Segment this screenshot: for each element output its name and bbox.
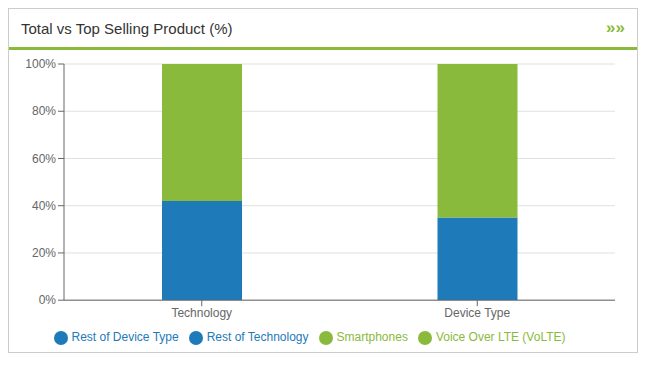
svg-text:40%: 40% bbox=[32, 199, 56, 213]
svg-text:60%: 60% bbox=[32, 152, 56, 166]
svg-text:Technology: Technology bbox=[171, 306, 232, 320]
html-text:Voice Over LTE (VoLTE): Voice Over LTE (VoLTE) bbox=[435, 330, 566, 345]
html-text:Rest of Technology: Rest of Technology bbox=[206, 330, 309, 345]
svg-text:100%: 100% bbox=[25, 57, 56, 71]
html-text:Rest of Device Type: Rest of Device Type bbox=[71, 330, 179, 345]
svg-text:0%: 0% bbox=[39, 293, 57, 307]
html-text:Total vs Top Selling Product (: Total vs Top Selling Product (%) bbox=[21, 19, 233, 37]
html-text:Smartphones: Smartphones bbox=[336, 330, 408, 345]
svg-text:20%: 20% bbox=[32, 246, 56, 260]
svg-text:Device Type: Device Type bbox=[444, 306, 510, 320]
svg-text:80%: 80% bbox=[32, 104, 56, 118]
